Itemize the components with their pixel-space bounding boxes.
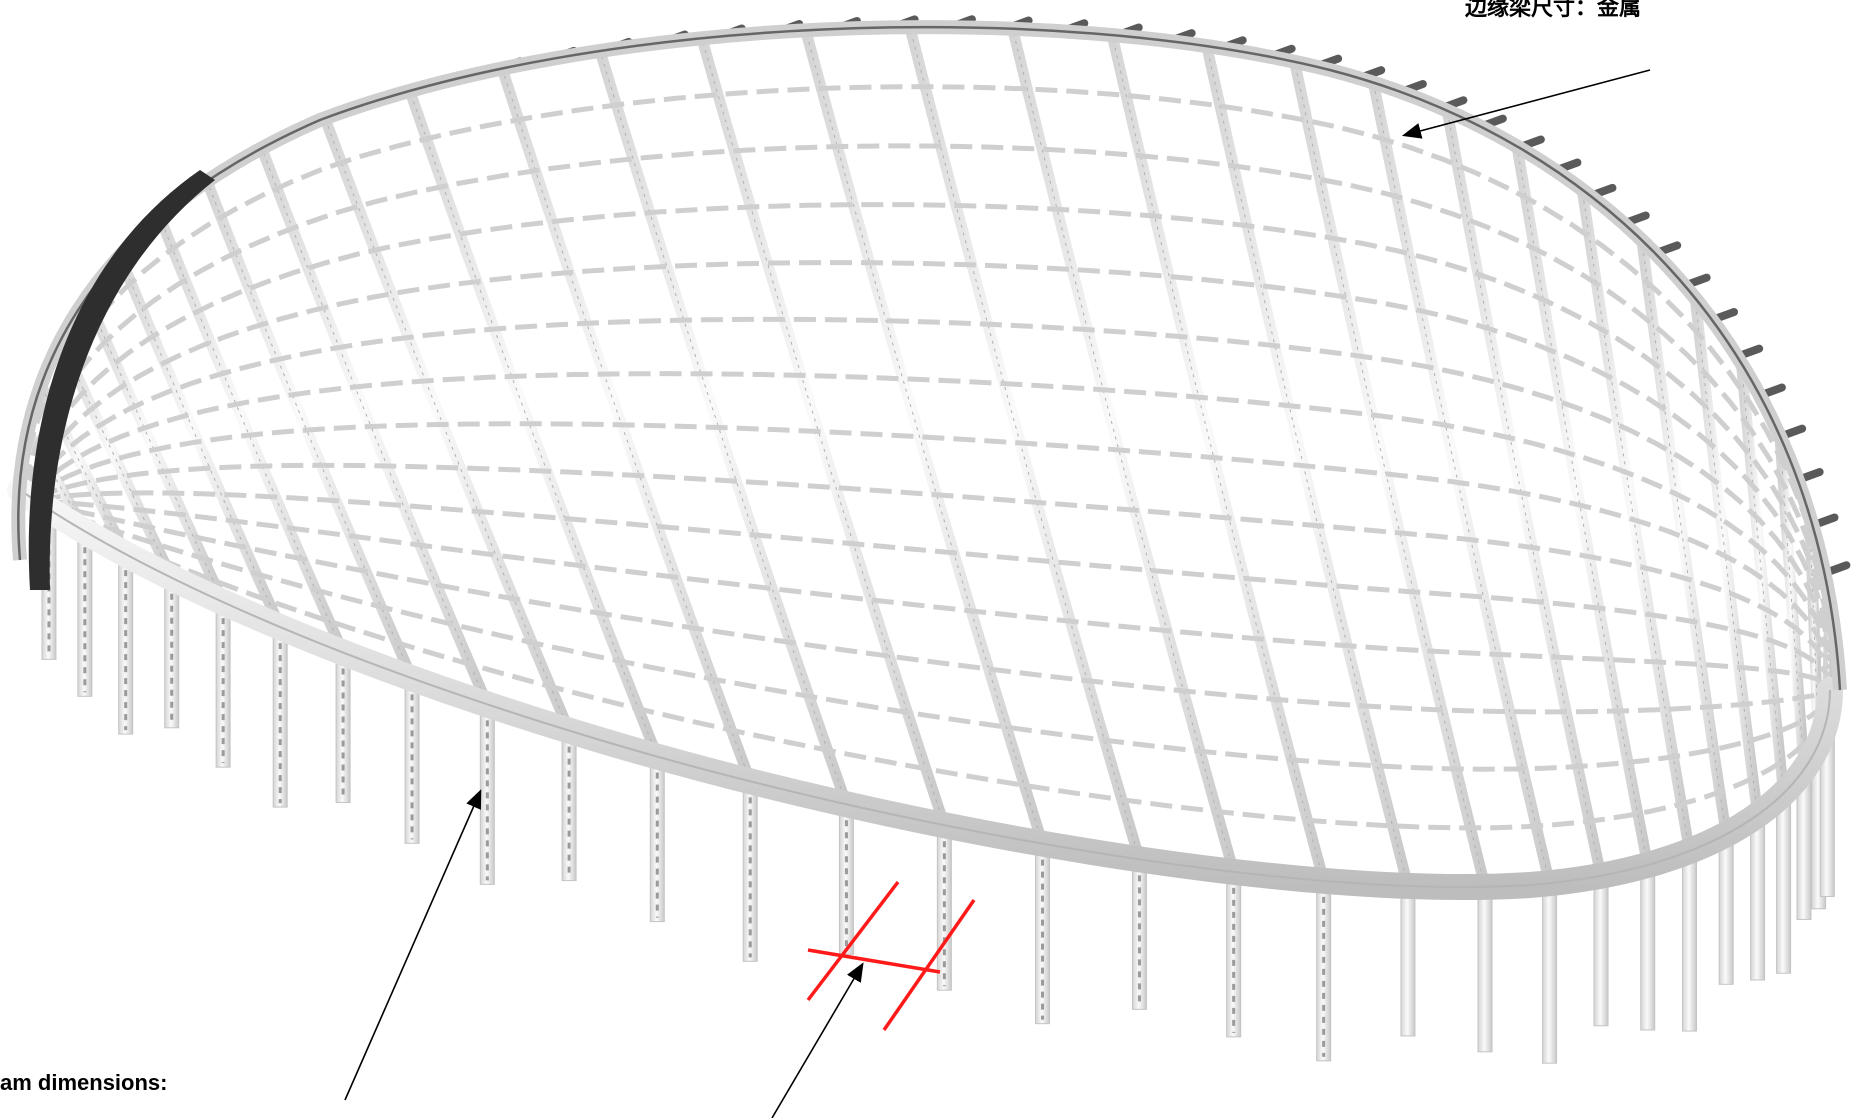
dome-purlin-ring bbox=[42, 500, 1829, 715]
dome-purlin-ring bbox=[43, 503, 1830, 772]
dome-rib-edge bbox=[1111, 34, 1325, 881]
roof-stud-group bbox=[442, 15, 1851, 578]
dome-purlin-ring bbox=[28, 316, 1832, 644]
dome-purlin-ring bbox=[33, 421, 1831, 660]
beam-dimensions-heading: am dimensions: bbox=[0, 1070, 168, 1095]
dome-rib-edge bbox=[60, 339, 173, 579]
dome-rib-edge bbox=[1641, 240, 1727, 835]
dome-rib-edge bbox=[701, 38, 945, 826]
support-column bbox=[1750, 814, 1766, 981]
support-column bbox=[1400, 885, 1416, 1037]
dome-rib-edge bbox=[206, 181, 413, 679]
dome-rib-edge bbox=[1516, 146, 1649, 866]
dome-purlin-ring bbox=[23, 202, 1832, 627]
support-column bbox=[1542, 882, 1558, 1064]
leader-line-section bbox=[771, 962, 864, 1118]
dome-rib-edge bbox=[261, 148, 488, 705]
dome-rib-edge bbox=[1446, 110, 1602, 876]
dome-rib-edge bbox=[159, 217, 344, 653]
support-column bbox=[1681, 850, 1697, 1032]
dome-purlin-ring bbox=[19, 84, 1833, 611]
dome-purlin-ring bbox=[38, 490, 1831, 677]
dome-rib-edge bbox=[1012, 28, 1235, 872]
dome-rib-edge bbox=[409, 90, 658, 757]
section-marker-icon bbox=[806, 880, 976, 1031]
dome-rib bbox=[1735, 363, 1790, 794]
dome-rib bbox=[1289, 60, 1491, 889]
purlin-group bbox=[19, 84, 1833, 831]
dome-purlin-ring bbox=[21, 143, 1832, 619]
support-column bbox=[1718, 833, 1734, 985]
dome-rib-edge bbox=[599, 50, 847, 805]
top-annotation-label: 边缘梁尺寸：金属 bbox=[1465, 0, 1642, 20]
support-column bbox=[1776, 792, 1792, 974]
dark-shell-left bbox=[28, 170, 216, 590]
dome-lattice-group bbox=[18, 25, 1836, 889]
dome-rib bbox=[1774, 435, 1810, 770]
leader-line-edge-beam bbox=[344, 789, 482, 1101]
dome-rib-edge bbox=[324, 117, 570, 731]
dome-rib-edge bbox=[1694, 298, 1759, 816]
leader-line-top-rim bbox=[1401, 69, 1651, 139]
dome-purlin-ring bbox=[40, 498, 1830, 686]
dome-rib bbox=[696, 36, 950, 827]
column-group bbox=[41, 508, 1835, 1064]
dome-purlin-ring bbox=[26, 260, 1832, 635]
support-column bbox=[1477, 886, 1493, 1053]
dome-purlin-ring bbox=[30, 371, 1832, 652]
edge-ring-beam-outline bbox=[19, 489, 1831, 889]
dome-rib-edge bbox=[501, 68, 751, 782]
support-column bbox=[1640, 864, 1656, 1031]
support-column bbox=[1593, 875, 1609, 1027]
dome-purlin-ring bbox=[45, 505, 1830, 831]
dome-purlin-ring bbox=[35, 462, 1831, 669]
